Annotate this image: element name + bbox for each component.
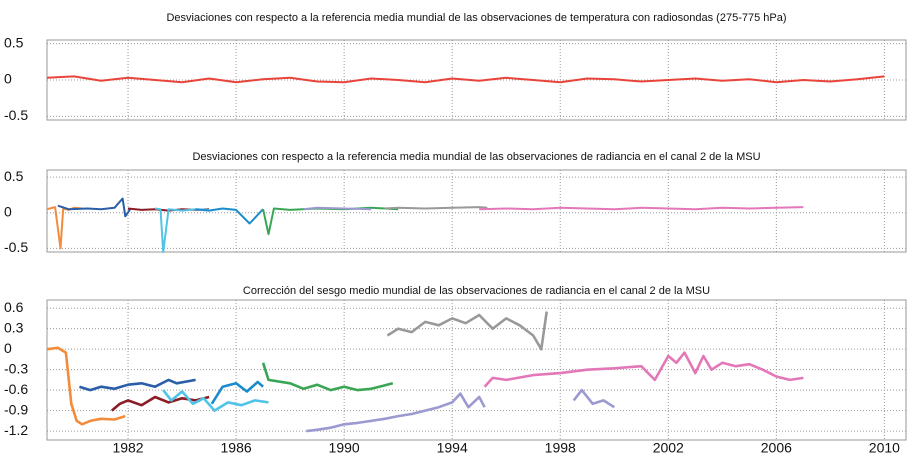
y-tick-label: -0.5 (4, 239, 28, 255)
series-line (261, 362, 394, 392)
y-tick-label: -0.9 (4, 401, 28, 417)
y-tick-label: 0 (4, 203, 12, 219)
y-tick-label: 0 (4, 71, 12, 87)
series-line (479, 206, 804, 211)
x-tick-label: 2006 (761, 440, 792, 456)
y-tick-label: 0.6 (4, 299, 24, 315)
series-line (306, 392, 486, 433)
y-tick-label: 0 (4, 340, 12, 356)
x-tick-label: 1994 (437, 440, 468, 456)
series-line (483, 351, 804, 388)
y-tick-label: 0.5 (4, 168, 24, 184)
y-tick-label: 0.3 (4, 319, 24, 335)
y-tick-label: -1.2 (4, 422, 28, 438)
series-line (386, 311, 548, 351)
series-line (384, 206, 488, 210)
series-line (262, 206, 399, 236)
series-line (303, 206, 372, 211)
x-tick-label: 1986 (221, 440, 252, 456)
series-line (210, 380, 264, 405)
panel-title: Corrección del sesgo medio mundial de la… (243, 285, 710, 297)
series-line (46, 346, 126, 426)
series-line (57, 197, 132, 218)
series-line (162, 389, 269, 412)
x-tick-label: 1990 (329, 440, 360, 456)
y-tick-label: -0.6 (4, 381, 28, 397)
y-tick-label: 0.5 (4, 34, 24, 50)
series-line (46, 206, 83, 250)
panel-title: Desviaciones con respecto a la referenci… (166, 12, 786, 24)
series-line (79, 378, 196, 392)
x-tick-label: 1998 (545, 440, 576, 456)
series-line (110, 395, 210, 412)
series-line (154, 207, 210, 253)
series-line (195, 207, 264, 225)
plot-frame (46, 169, 907, 253)
panel-title: Desviaciones con respecto a la referenci… (192, 151, 760, 163)
series-line (572, 388, 615, 409)
x-tick-label: 2010 (869, 440, 900, 456)
series-line (46, 75, 885, 84)
x-tick-label: 1982 (112, 440, 143, 456)
y-tick-label: -0.3 (4, 360, 28, 376)
y-tick-label: -0.5 (4, 107, 28, 123)
x-tick-label: 2002 (653, 440, 684, 456)
